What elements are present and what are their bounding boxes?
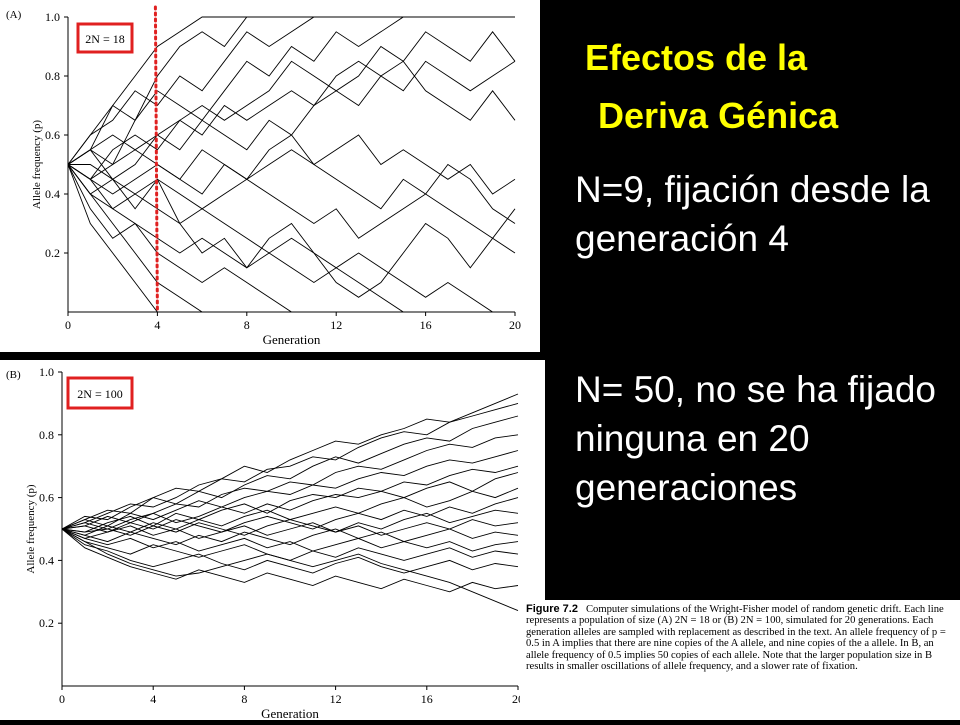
- y-tick-label: 0.4: [39, 553, 54, 567]
- series-line-2: [61, 402, 519, 530]
- series-line-15: [67, 164, 515, 313]
- series-line-8: [61, 487, 519, 536]
- series-line-5: [67, 31, 516, 180]
- y-tick-label: 0.8: [45, 69, 60, 83]
- series-line-6: [61, 465, 519, 533]
- figure-caption-text: Computer simulations of the Wright-Fishe…: [526, 604, 946, 673]
- x-tick-label: 8: [244, 318, 250, 332]
- x-tick-label: 16: [421, 692, 433, 706]
- y-tick-label: 0.4: [45, 187, 60, 201]
- series-line-16: [67, 149, 516, 298]
- x-tick-label: 4: [150, 692, 156, 706]
- panel-label: (B): [6, 369, 21, 381]
- figure-label: Figure 7.2: [526, 603, 578, 615]
- y-axis-label: Allele frequency (p): [25, 484, 37, 574]
- panel-label: (A): [6, 9, 22, 21]
- series-line-10: [67, 164, 516, 254]
- x-tick-label: 0: [65, 318, 71, 332]
- inset-label: 2N = 18: [85, 32, 124, 46]
- series-line-13: [61, 528, 519, 552]
- series-line-15: [61, 528, 519, 574]
- slide-title-line-2: Deriva Génica: [598, 95, 839, 136]
- series-line-12: [61, 528, 519, 546]
- chart-a: 0.2 0.4 0.6 0.8 1.0 0 4 8 12 16 20 Generation Allele…: [6, 5, 521, 347]
- slide-title-line-1: Efectos de la: [585, 37, 808, 78]
- y-tick-label: 0.2: [45, 246, 60, 260]
- x-tick-label: 0: [59, 692, 65, 706]
- series-line-9: [61, 497, 519, 533]
- inset-label-box: 2N = 100: [66, 376, 134, 410]
- x-axis-label: Generation: [263, 332, 321, 347]
- chart-panel-b: 0.2 0.4 0.6 0.8 1.0 0 4 8 12 16 20 Generation Allele…: [0, 360, 545, 721]
- y-tick-label: 0.6: [39, 491, 54, 505]
- inset-label: 2N = 100: [77, 387, 122, 401]
- series-line-5: [61, 450, 519, 530]
- y-tick-label: 0.2: [39, 616, 54, 630]
- series-line-16: [61, 528, 519, 593]
- y-tick-label: 1.0: [45, 10, 60, 24]
- series-line-3: [61, 415, 519, 530]
- series-line-11: [61, 519, 519, 539]
- series-line-9: [67, 149, 516, 224]
- series-line-17: [61, 528, 519, 612]
- inset-highlight-rect: [66, 376, 134, 410]
- figure-caption: Figure 7.2 Computer simulations of the Wr…: [520, 600, 960, 720]
- y-tick-label: 1.0: [39, 365, 54, 379]
- note-n50: N= 50, no se ha fijado ninguna en 20 gen…: [575, 369, 937, 508]
- series-line-10: [61, 509, 519, 536]
- x-tick-label: 8: [241, 692, 247, 706]
- y-tick-label: 0.8: [39, 428, 54, 442]
- inset-highlight-rect: [76, 22, 134, 54]
- chart-panel-a: 0.2 0.4 0.6 0.8 1.0 0 4 8 12 16 20 Generation Allele…: [0, 0, 540, 352]
- note-n9: N=9, fijación desde la generación 4: [575, 169, 930, 259]
- x-tick-label: 20: [509, 318, 521, 332]
- highlight-generation-line: [153, 5, 159, 312]
- series-line-6: [67, 60, 516, 165]
- inset-label-box: 2N = 18: [76, 22, 134, 54]
- x-tick-label: 12: [330, 318, 342, 332]
- y-tick-label: 0.6: [45, 128, 60, 142]
- y-axis-label: Allele frequency (p): [31, 120, 43, 210]
- series-line-1: [61, 393, 519, 530]
- x-tick-label: 4: [154, 318, 160, 332]
- x-tick-label: 12: [330, 692, 342, 706]
- series-line-4: [67, 16, 515, 166]
- x-axis-label: Generation: [261, 706, 319, 720]
- x-tick-label: 16: [420, 318, 432, 332]
- series-line-7: [61, 472, 519, 530]
- chart-b: 0.20.40.60.81.00 4 8 12 16 20GenerationAllele…: [6, 365, 524, 721]
